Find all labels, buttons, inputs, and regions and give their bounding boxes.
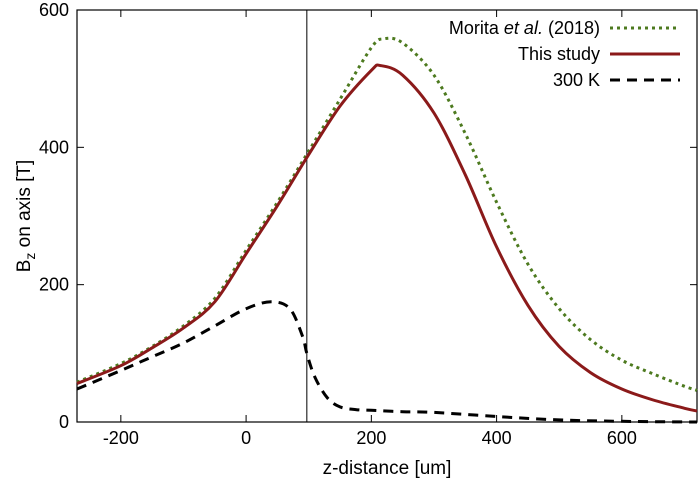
- y-axis-label-main: B: [14, 260, 35, 273]
- y-tick-label: 400: [39, 137, 69, 157]
- series-line-morita: [76, 36, 698, 392]
- legend-text-part: 300 K: [553, 70, 600, 90]
- axis-ticks: -200 0 200 400 600 0 200 400 600: [39, 0, 697, 448]
- series-lines: [76, 36, 698, 424]
- legend-entry-morita: Morita et al. (2018): [449, 18, 600, 38]
- plot-frame: [76, 9, 698, 423]
- x-axis-label: z-distance [um]: [323, 458, 452, 479]
- y-tick-label: 600: [39, 0, 69, 20]
- x-tick-label: 200: [356, 428, 386, 448]
- legend-text-part: This study: [518, 44, 600, 64]
- y-axis-label-subscript: z: [22, 253, 38, 260]
- series-line-this-study: [76, 63, 698, 413]
- legend: Morita et al. (2018) This study 300 K: [449, 18, 680, 90]
- plot-area: [76, 9, 698, 423]
- series-line-300k: [76, 300, 698, 424]
- y-tick-label: 0: [59, 412, 69, 432]
- legend-text-part: (2018): [543, 18, 600, 38]
- legend-entry-300k: 300 K: [553, 70, 600, 90]
- legend-entry-this-study: This study: [518, 44, 600, 64]
- x-tick-label: 0: [241, 428, 251, 448]
- legend-text-part: Morita: [449, 18, 504, 38]
- y-axis-label-rest: on axis [T]: [14, 160, 35, 253]
- y-tick-label: 200: [39, 275, 69, 295]
- x-tick-label: 600: [607, 428, 637, 448]
- x-tick-label: 400: [482, 428, 512, 448]
- legend-text-part: et al.: [504, 18, 543, 38]
- y-axis-label: Bz on axis [T]: [14, 160, 38, 273]
- x-tick-label: -200: [103, 428, 139, 448]
